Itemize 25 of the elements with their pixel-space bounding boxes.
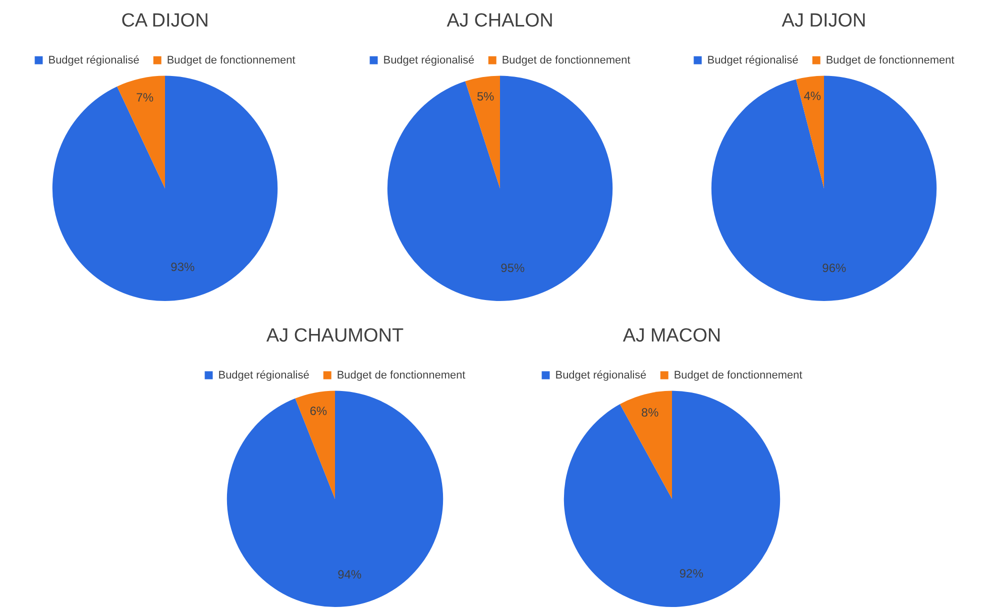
legend-label: Budget de fonctionnement xyxy=(502,54,630,66)
legend-label: Budget de fonctionnement xyxy=(674,369,802,382)
legend-label: Budget régionalisé xyxy=(383,54,474,66)
legend-label: Budget régionalisé xyxy=(48,54,140,66)
data-label: 95% xyxy=(500,260,526,275)
legend-label: Budget régionalisé xyxy=(555,369,646,382)
legend-label: Budget de fonctionnement xyxy=(166,54,296,66)
chart-title: AJ CHALON xyxy=(446,10,554,32)
legend-label: Budget régionalisé xyxy=(218,369,310,382)
chart-title: AJ MACON xyxy=(622,326,722,347)
data-label: 92% xyxy=(679,566,704,581)
legend-label: Budget de fonctionnement xyxy=(336,369,466,382)
legend-label: Budget régionalisé xyxy=(707,54,798,66)
data-label: 96% xyxy=(822,261,846,276)
legend-label: Budget de fonctionnement xyxy=(826,54,954,66)
chart-title: AJ DIJON xyxy=(782,10,866,32)
chart-title: CA DIJON xyxy=(121,10,209,32)
data-label: 7% xyxy=(136,90,154,105)
data-label: 4% xyxy=(804,89,822,104)
data-label: 8% xyxy=(641,405,659,420)
chart-title: AJ CHAUMONT xyxy=(266,326,404,347)
data-label: 94% xyxy=(338,568,362,582)
data-label: 5% xyxy=(476,90,495,104)
data-label: 93% xyxy=(170,260,196,274)
data-label: 6% xyxy=(310,404,328,418)
